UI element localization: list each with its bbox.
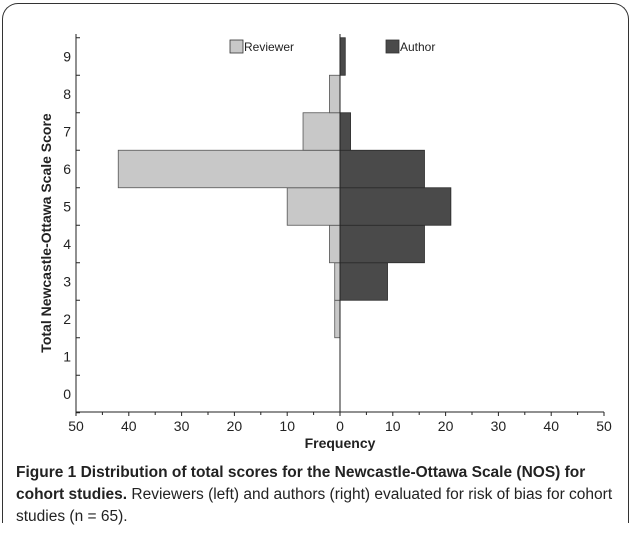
x-tick-label: 30 <box>491 418 507 434</box>
bar-author-4 <box>339 224 425 264</box>
y-tick-label-1: 1 <box>63 349 71 365</box>
y-tick-label-2: 2 <box>63 311 71 327</box>
figure-caption: Figure 1 Distribution of total scores fo… <box>16 462 621 528</box>
bar-author-3 <box>339 262 388 301</box>
bar-reviewer-3 <box>334 262 341 301</box>
bar-author-7 <box>339 112 351 151</box>
x-tick-label: 20 <box>438 418 454 434</box>
x-tick-label: 50 <box>68 418 84 434</box>
y-tick-label-7: 7 <box>63 124 71 140</box>
x-axis-title: Frequency <box>305 435 376 451</box>
legend-swatch-reviewer <box>229 39 244 54</box>
y-tick-label-6: 6 <box>63 161 71 177</box>
y-tick-label-8: 8 <box>63 86 71 102</box>
legend-swatch-author <box>385 39 400 54</box>
y-tick-label-4: 4 <box>63 236 71 252</box>
y-axis-title: Total Newcastle-Ottawa Scale Score <box>38 113 54 353</box>
y-tick-label-0: 0 <box>63 386 71 402</box>
caption-text: Reviewers (left) and authors (right) eva… <box>16 486 613 525</box>
y-tick-label-9: 9 <box>63 49 71 65</box>
x-tick-label: 40 <box>121 418 137 434</box>
y-tick-label-5: 5 <box>63 199 71 215</box>
x-tick-label: 10 <box>279 418 295 434</box>
bar-reviewer-2 <box>334 299 341 339</box>
y-tick-label-3: 3 <box>63 274 71 290</box>
x-tick-label: 20 <box>227 418 243 434</box>
legend-label-reviewer: Reviewer <box>244 40 294 54</box>
x-tick-label: 10 <box>385 418 401 434</box>
x-tick-label: 40 <box>543 418 559 434</box>
x-tick-label: 0 <box>336 418 344 434</box>
pyramid-chart: 0 1 2 3 4 5 6 7 8 9 50 40 30 20 10 0 10 20 30 40 50 Frequency… <box>38 34 612 451</box>
bar-reviewer-8 <box>329 74 341 114</box>
x-tick-label: 50 <box>596 418 612 434</box>
bar-reviewer-5 <box>286 187 341 226</box>
legend-label-author: Author <box>400 40 435 54</box>
bar-reviewer-7 <box>302 112 341 151</box>
bar-author-9 <box>339 37 346 76</box>
bar-author-6 <box>339 149 425 189</box>
bar-reviewer-6 <box>117 149 341 189</box>
caption-title: Figure 1 Distribution of total scores fo… <box>16 464 586 503</box>
bar-reviewer-4 <box>329 224 341 264</box>
bar-author-5 <box>339 187 452 226</box>
figure-frame <box>2 3 629 523</box>
x-tick-label: 30 <box>174 418 190 434</box>
